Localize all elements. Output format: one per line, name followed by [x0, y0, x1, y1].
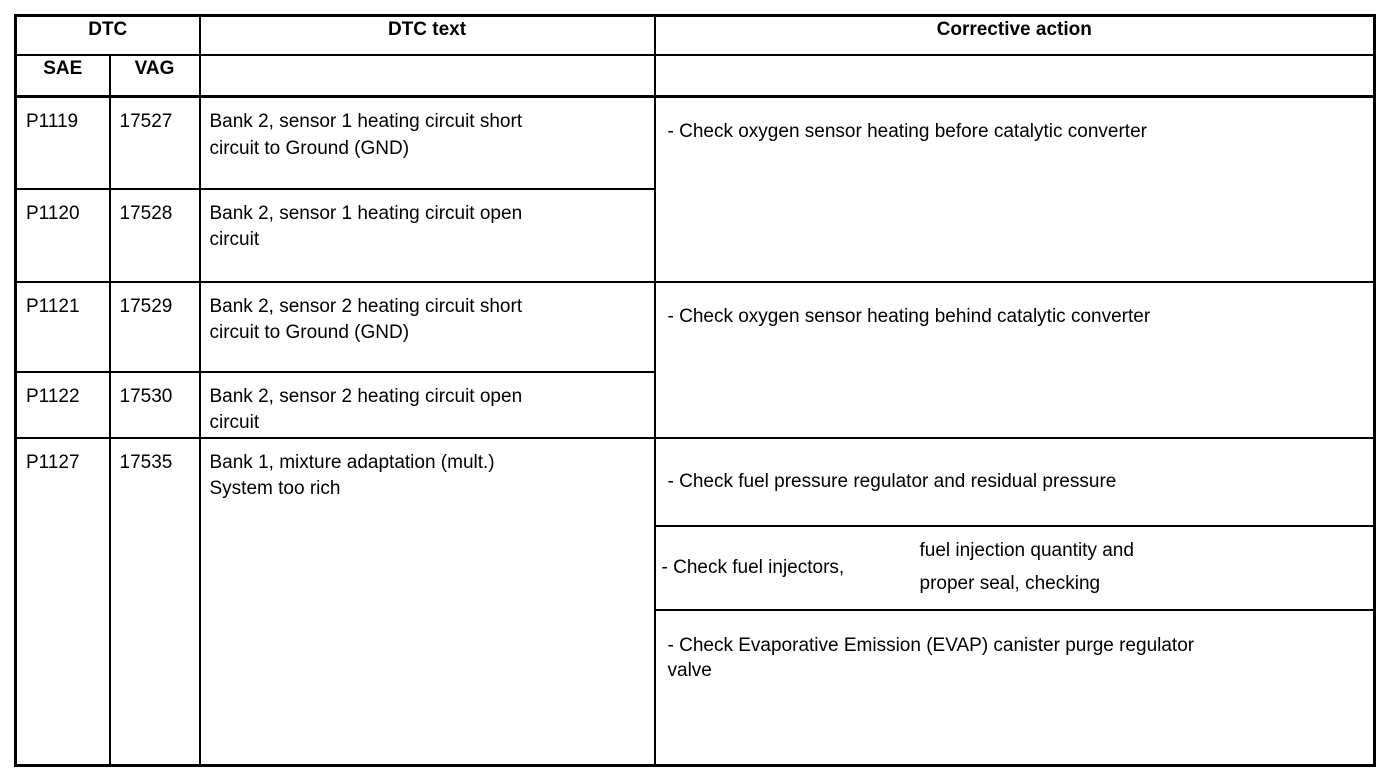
- corrective-fuel-injectors-label: - Check fuel injectors,: [661, 556, 845, 578]
- corrective-oxygen-behind: - Check oxygen sensor heating behind cat…: [653, 280, 1376, 439]
- header-empty-corrective: [653, 53, 1376, 98]
- sae-code: P1119: [14, 95, 111, 190]
- sae-code: P1122: [14, 370, 111, 439]
- corrective-fuel-pressure: - Check fuel pressure regulator and resi…: [656, 440, 1373, 527]
- corrective-cell-p1127: - Check fuel pressure regulator and resi…: [653, 436, 1376, 767]
- dtc-text-cell: Bank 1, mixture adaptation (mult.) Syste…: [198, 436, 656, 767]
- corrective-fuel-injectors-detail: fuel injection quantity and proper seal,…: [919, 540, 1134, 594]
- corrective-evap-valve: - Check Evaporative Emission (EVAP) cani…: [667, 634, 1195, 682]
- header-sae: SAE: [14, 53, 111, 98]
- corrective-fuel-injectors: - Check fuel injectors, fuel injection q…: [656, 527, 1373, 611]
- dtc-text-cell: Bank 2, sensor 2 heating circuit open ci…: [198, 370, 656, 439]
- sae-code: P1120: [14, 187, 111, 283]
- vag-code: 17527: [108, 95, 201, 190]
- corrective-oxygen-before: - Check oxygen sensor heating before cat…: [653, 95, 1376, 283]
- header-corrective-action: Corrective action: [653, 14, 1376, 56]
- vag-code: 17529: [108, 280, 201, 373]
- header-dtc-text: DTC text: [198, 14, 656, 56]
- table-row-p1119: P1119 17527 Bank 2, sensor 1 heating cir…: [14, 95, 1376, 283]
- dtc-text-cell: Bank 2, sensor 2 heating circuit short c…: [198, 280, 656, 373]
- table-row-p1120: P1120 17528 Bank 2, sensor 1 heating cir…: [14, 187, 1375, 283]
- vag-code: 17530: [108, 370, 201, 439]
- table-row-p1121: P1121 17529 Bank 2, sensor 2 heating cir…: [14, 280, 1376, 439]
- corrective-subcell-stack: - Check fuel pressure regulator and resi…: [656, 440, 1373, 763]
- sae-code: P1121: [14, 280, 111, 373]
- header-row-2: SAE VAG: [14, 53, 1376, 98]
- dtc-text-cell: Bank 2, sensor 1 heating circuit short c…: [198, 95, 656, 190]
- vag-code: 17535: [108, 436, 201, 767]
- vag-code: 17528: [108, 187, 201, 283]
- header-row-1: DTC DTC text Corrective action: [14, 14, 1376, 56]
- table-row-p1122: P1122 17530 Bank 2, sensor 2 heating cir…: [14, 370, 1375, 439]
- dtc-text-cell: Bank 2, sensor 1 heating circuit open ci…: [198, 187, 656, 283]
- sae-code: P1127: [14, 436, 111, 767]
- dtc-table: DTC DTC text Corrective action SAE VAG P…: [14, 14, 1376, 768]
- header-dtc: DTC: [14, 14, 201, 56]
- table-row-p1127: P1127 17535 Bank 1, mixture adaptation (…: [14, 436, 1376, 767]
- header-empty-dtc-text: [198, 53, 656, 98]
- header-vag: VAG: [108, 53, 201, 98]
